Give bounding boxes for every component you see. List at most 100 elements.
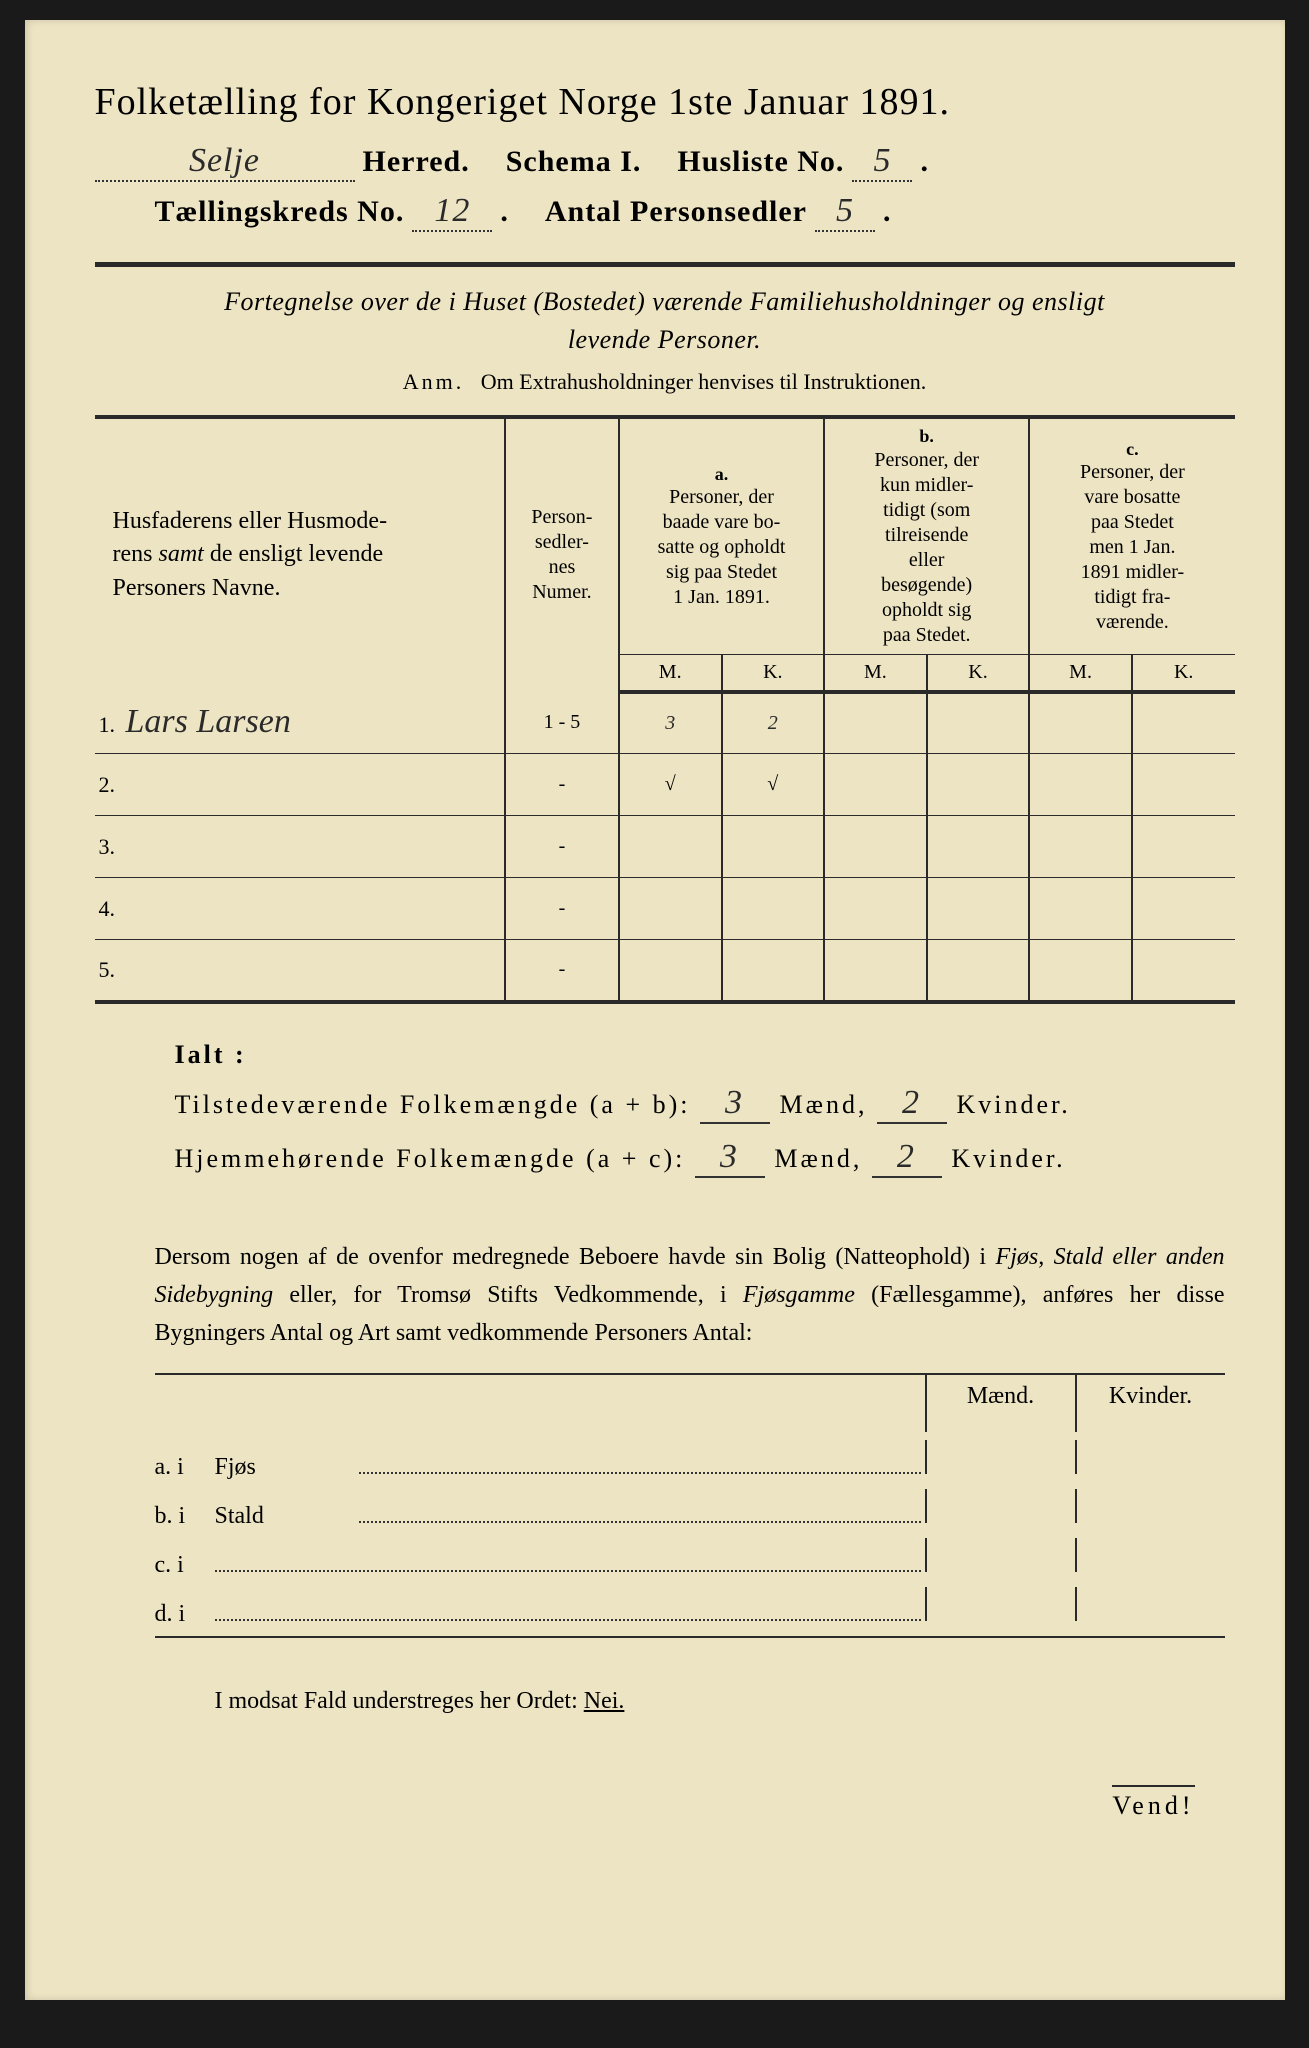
census-form-page: Folketælling for Kongeriget Norge 1ste J… xyxy=(25,20,1285,2000)
row-num: 2. xyxy=(99,772,121,798)
col-header-a: a. Personer, derbaade vare bo-satte og o… xyxy=(619,417,824,654)
dotted-line xyxy=(215,1558,921,1572)
mk-txt: Fjøs xyxy=(215,1454,355,1481)
totals-2-m: 3 xyxy=(695,1138,765,1178)
cell-b-k xyxy=(927,878,1030,940)
antal-label: Antal Personsedler xyxy=(545,195,807,229)
row-num: 3. xyxy=(99,834,121,860)
mk-m-cell xyxy=(925,1587,1075,1621)
cell-b-m xyxy=(824,816,927,878)
totals-row-1: Tilstedeværende Folkemængde (a + b): 3 M… xyxy=(175,1084,1235,1124)
cell-a-m xyxy=(619,878,722,940)
row-personsedler: - xyxy=(505,754,619,816)
anm-label: Anm. xyxy=(403,369,465,394)
col-header-num: Person-sedler-nesNumer. xyxy=(505,417,619,692)
cell-b-m xyxy=(824,754,927,816)
cell-a-m xyxy=(619,940,722,1002)
totals-block: Ialt : Tilstedeværende Folkemængde (a + … xyxy=(175,1040,1235,1178)
anm-text: Om Extrahusholdninger henvises til Instr… xyxy=(481,369,926,394)
totals-2-k: 2 xyxy=(872,1138,942,1178)
row-personsedler: - xyxy=(505,940,619,1002)
dotted-line xyxy=(215,1607,921,1621)
row-num: 1. xyxy=(99,712,121,738)
mk-k-cell xyxy=(1075,1489,1225,1523)
col-header-c: c. Personer, dervare bosattepaa Stedetme… xyxy=(1029,417,1234,654)
schema-label: Schema I. xyxy=(506,145,642,179)
cell-b-k xyxy=(927,816,1030,878)
para-it2: Fjøsgamme xyxy=(743,1282,855,1308)
building-table: Mænd. Kvinder. a. i Fjøs b. i Stald c. i xyxy=(155,1373,1225,1638)
col-a-k: K. xyxy=(722,654,825,692)
table-row: 2. - √ √ xyxy=(95,754,1235,816)
cell-a-k: 2 xyxy=(722,692,825,754)
cell-c-k xyxy=(1132,816,1235,878)
household-table: Husfaderens eller Husmode-rens samt de e… xyxy=(95,415,1235,1004)
mk-lab: d. i xyxy=(155,1601,215,1628)
mk-row: b. i Stald xyxy=(155,1489,1225,1530)
cell-c-m xyxy=(1029,878,1132,940)
mk-k-cell xyxy=(1075,1440,1225,1474)
table-row: 4. - xyxy=(95,878,1235,940)
header-row-1: Selje Herred. Schema I. Husliste No. 5 . xyxy=(95,142,1235,182)
mk-lab: b. i xyxy=(155,1503,215,1530)
modsat-line: I modsat Fald understreges her Ordet: Ne… xyxy=(215,1688,1235,1715)
cell-c-m xyxy=(1029,692,1132,754)
mk-header: Mænd. Kvinder. xyxy=(155,1373,1225,1432)
husliste-label: Husliste No. xyxy=(677,145,844,179)
mk-lab: c. i xyxy=(155,1552,215,1579)
mk-k-cell xyxy=(1075,1538,1225,1572)
row-personsedler: - xyxy=(505,878,619,940)
table-row: 5. - xyxy=(95,940,1235,1002)
modsat-nei: Nei. xyxy=(584,1688,625,1714)
col-a-m: M. xyxy=(619,654,722,692)
divider xyxy=(95,262,1235,267)
col-c-m: M. xyxy=(1029,654,1132,692)
dotted-line xyxy=(359,1460,921,1474)
para-t1: Dersom nogen af de ovenfor medregnede Be… xyxy=(155,1244,996,1270)
instructions-paragraph: Dersom nogen af de ovenfor medregnede Be… xyxy=(155,1238,1225,1353)
totals-label-2: Hjemmehørende Folkemængde (a + c): xyxy=(175,1144,686,1173)
col-b-m: M. xyxy=(824,654,927,692)
cell-c-k xyxy=(1132,878,1235,940)
totals-label-1: Tilstedeværende Folkemængde (a + b): xyxy=(175,1090,691,1119)
husliste-value: 5 xyxy=(852,142,912,182)
totals-1-m: 3 xyxy=(700,1084,770,1124)
maend-label: Mænd, xyxy=(774,1144,862,1173)
herred-label: Herred. xyxy=(363,145,470,179)
anm-note: Anm. Om Extrahusholdninger henvises til … xyxy=(95,369,1235,395)
kreds-label: Tællingskreds No. xyxy=(155,195,405,229)
col-c-k: K. xyxy=(1132,654,1235,692)
modsat-text: I modsat Fald understreges her Ordet: xyxy=(215,1688,584,1714)
cell-a-m: 3 xyxy=(619,692,722,754)
header-row-2: Tællingskreds No. 12 . Antal Personsedle… xyxy=(155,192,1235,232)
totals-1-k: 2 xyxy=(877,1084,947,1124)
row-personsedler: - xyxy=(505,816,619,878)
table-row: 1. Lars Larsen 1 - 5 3 2 xyxy=(95,692,1235,754)
row-num: 5. xyxy=(99,957,121,983)
kvinder-label: Kvinder. xyxy=(956,1090,1070,1119)
cell-a-k xyxy=(722,878,825,940)
col-header-name: Husfaderens eller Husmode-rens samt de e… xyxy=(95,417,505,692)
ialt-label: Ialt : xyxy=(175,1040,1235,1070)
mk-m-cell xyxy=(925,1538,1075,1572)
row-num: 4. xyxy=(99,896,121,922)
cell-a-k: √ xyxy=(722,754,825,816)
mk-m-cell xyxy=(925,1440,1075,1474)
vend-label: Vend! xyxy=(1112,1785,1194,1821)
mk-row: c. i xyxy=(155,1538,1225,1579)
cell-c-k xyxy=(1132,940,1235,1002)
antal-value: 5 xyxy=(815,192,875,232)
row-name: Lars Larsen xyxy=(126,703,291,740)
table-row: 3. - xyxy=(95,816,1235,878)
kreds-value: 12 xyxy=(412,192,492,232)
page-title: Folketælling for Kongeriget Norge 1ste J… xyxy=(95,80,1235,124)
cell-a-m: √ xyxy=(619,754,722,816)
herred-field: Selje xyxy=(95,142,355,182)
cell-b-k xyxy=(927,940,1030,1002)
col-header-b: b. Personer, derkun midler-tidigt (somti… xyxy=(824,417,1029,654)
mk-row: d. i xyxy=(155,1587,1225,1628)
cell-c-m xyxy=(1029,754,1132,816)
col-b-k: K. xyxy=(927,654,1030,692)
cell-a-k xyxy=(722,940,825,1002)
maend-label: Mænd, xyxy=(780,1090,868,1119)
